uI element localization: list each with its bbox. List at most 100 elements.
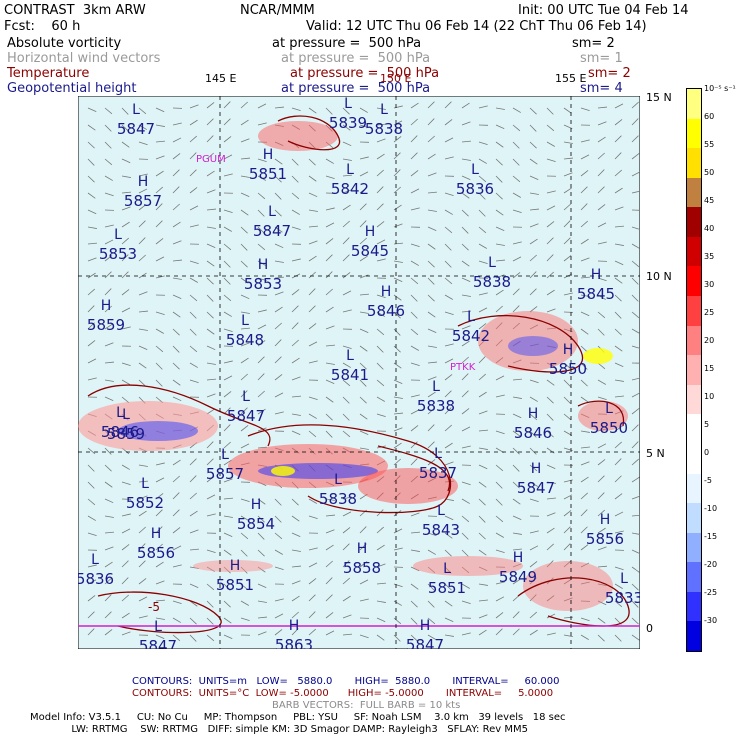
wind-barb — [597, 379, 607, 385]
wind-barb — [376, 362, 384, 370]
wind-barb — [325, 207, 335, 211]
wind-barb — [512, 611, 520, 619]
wind-barb — [274, 515, 282, 523]
wind-barb — [495, 394, 505, 398]
wind-barb — [155, 509, 163, 517]
wind-barb — [563, 616, 573, 619]
wind-barb — [444, 137, 454, 143]
wind-barb — [342, 290, 352, 296]
wind-barb — [563, 413, 572, 421]
wind-barb — [223, 391, 232, 398]
field-name-height: Geopotential height — [7, 81, 137, 96]
pressure-center-value: 5847 — [253, 222, 291, 240]
wind-barb — [155, 634, 165, 640]
wind-barb — [240, 390, 248, 398]
wind-barb — [172, 328, 180, 336]
wind-barb — [580, 446, 590, 449]
wind-barb — [206, 118, 214, 126]
wind-barb — [393, 204, 402, 211]
wind-barb — [546, 289, 555, 296]
wind-barb — [393, 583, 403, 588]
wind-barb — [189, 634, 197, 642]
wind-barb — [104, 305, 112, 313]
wind-barb — [376, 294, 386, 299]
wind-barb — [172, 362, 180, 370]
wind-barb — [257, 356, 265, 364]
wind-barb — [206, 328, 215, 335]
wind-barb — [410, 311, 418, 319]
wind-barb — [631, 583, 639, 591]
wind-barb — [189, 311, 197, 319]
wind-barb — [274, 158, 283, 165]
colorbar-label: -5 — [704, 476, 712, 485]
field-name-wind: Horizontal wind vectors — [7, 51, 161, 66]
org-label: NCAR/MMM — [240, 3, 315, 18]
wind-barb — [172, 459, 181, 466]
wind-barb — [325, 379, 335, 385]
wind-barb — [240, 532, 249, 540]
wind-barb — [172, 545, 182, 551]
temperature-contours — [87, 115, 630, 634]
wind-barb — [104, 577, 112, 585]
wind-barb — [546, 413, 554, 421]
wind-barb — [393, 152, 401, 160]
wind-barb — [376, 634, 385, 641]
wind-barb — [427, 311, 436, 318]
wind-barb — [240, 583, 249, 591]
wind-barb — [104, 271, 112, 279]
wind-barb — [274, 356, 282, 364]
wind-barb — [444, 424, 452, 432]
wind-barb — [138, 480, 148, 483]
wind-barb — [240, 617, 250, 622]
wind-barb — [461, 515, 470, 523]
wind-barb — [461, 600, 471, 604]
wind-barb — [563, 396, 571, 404]
wind-barb — [359, 171, 369, 177]
wind-barb — [597, 475, 605, 483]
wind-barb — [546, 158, 556, 163]
wind-barb — [121, 141, 130, 148]
wind-barb — [410, 634, 418, 642]
wind-barb — [580, 362, 588, 370]
wind-barb — [223, 173, 233, 177]
wind-barb — [121, 528, 131, 534]
wind-barb — [257, 309, 267, 313]
wind-barb — [478, 105, 488, 109]
wind-barb — [478, 175, 487, 183]
wind-barb — [223, 600, 231, 608]
wind-barb — [444, 226, 453, 234]
wind-barb — [427, 260, 435, 268]
wind-barb — [427, 441, 435, 449]
wind-barb — [495, 274, 505, 279]
wind-barb — [427, 328, 437, 334]
wind-barb — [172, 122, 182, 126]
wind-barb — [342, 124, 351, 131]
wind-barb — [291, 595, 300, 602]
wind-barb — [529, 481, 539, 487]
colorbar-swatch — [687, 266, 701, 297]
wind-barb — [614, 511, 624, 517]
wind-barb — [240, 260, 248, 268]
wind-barb — [393, 634, 401, 642]
wind-barb — [308, 594, 316, 602]
wind-barb — [172, 600, 182, 605]
wind-barb — [342, 107, 350, 115]
wind-barb — [155, 275, 165, 279]
wind-barb — [172, 475, 180, 483]
wind-barb — [427, 424, 435, 432]
wind-barb — [155, 599, 165, 602]
wind-barb — [546, 190, 556, 194]
wind-barb — [325, 222, 335, 228]
colorbar-label: -10 — [704, 504, 718, 513]
wind-barb — [631, 294, 639, 302]
wind-barb — [444, 311, 454, 316]
wind-barb — [121, 631, 131, 636]
wind-barb — [563, 526, 571, 534]
wind-barb — [325, 344, 335, 347]
wind-barb — [104, 498, 114, 504]
init-time: Init: 00 UTC Tue 04 Feb 14 — [518, 3, 689, 18]
wind-barb — [376, 203, 384, 211]
wind-barb — [546, 430, 554, 438]
weather-map[interactable]: L 5847 L 5839 L 5838 H 5851 L 5842 L 5836 H 5857 L 5847… — [78, 96, 640, 649]
wind-barb — [512, 464, 520, 472]
